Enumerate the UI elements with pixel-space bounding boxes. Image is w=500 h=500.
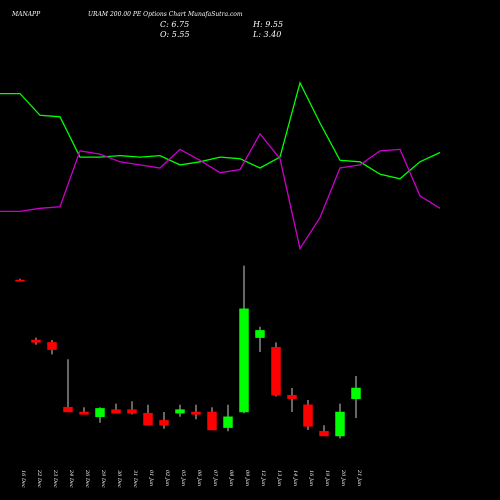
x-tick-label: 16 Jan [308, 470, 314, 486]
x-tick-label: 29 Dec [100, 469, 106, 488]
header-open: O: 5.55 [160, 30, 190, 39]
candle-31-dec [127, 401, 137, 415]
candle-20-jan [335, 403, 345, 439]
candle-body-up [175, 409, 185, 414]
header-close: C: 6.75 [160, 20, 189, 29]
candle-body-up [223, 416, 233, 428]
candle-body-down [159, 420, 169, 426]
header-subtitle: URAM 200.00 PE Options Chart MunafaSutra… [88, 11, 243, 18]
candle-22-dec [31, 337, 41, 345]
candle-16-dec [15, 278, 25, 282]
candle-13-jan [271, 342, 281, 397]
candle-body-up [335, 411, 345, 437]
x-tick-label: 21 Jan [356, 469, 362, 486]
candle-16-jan [303, 400, 313, 430]
candle-body-up [351, 387, 361, 400]
candle-26-dec [79, 407, 89, 415]
candle-09-jan [239, 265, 249, 414]
x-axis-ticks: 16 Dec 22 Dec 23 Dec 24 Dec 26 Dec 29 Dec 30 D… [20, 469, 362, 488]
x-tick-label: 24 Dec [68, 469, 74, 488]
candle-24-dec [63, 359, 73, 413]
candle-12-jan [255, 326, 265, 352]
x-tick-label: 30 Dec [116, 470, 122, 488]
candle-body-down [127, 409, 137, 414]
candle-14-jan [287, 388, 297, 412]
header-symbol: MANAPP [11, 11, 41, 18]
candle-body-down [63, 406, 73, 413]
x-tick-label: 09 Jan [244, 470, 250, 486]
indicator-line-2 [0, 132, 441, 251]
x-tick-label: 16 Dec [20, 470, 26, 488]
candle-19-jan [319, 425, 329, 437]
x-tick-label: 08 Jan [228, 470, 234, 486]
x-tick-label: 22 Dec [36, 469, 42, 488]
candle-body-down [319, 430, 329, 437]
candle-02-jan [159, 412, 169, 429]
indicator-line-1 [0, 80, 441, 180]
candle-body-down [47, 342, 57, 350]
candle-body-down [191, 411, 201, 415]
candle-30-dec [111, 403, 121, 414]
x-tick-label: 07 Jan [212, 470, 218, 486]
x-tick-label: 05 Jan [180, 470, 186, 486]
candle-07-jan [207, 407, 217, 431]
x-tick-label: 14 Jan [292, 470, 298, 486]
header-high: H: 9.55 [252, 20, 283, 29]
candle-body-down [111, 409, 121, 414]
candle-body-down [271, 346, 281, 396]
candle-01-jan [143, 404, 153, 426]
candle-08-jan [223, 404, 233, 432]
indicator-lines [0, 80, 441, 251]
x-tick-label: 13 Jan [276, 470, 282, 486]
candle-body-down [143, 412, 153, 426]
candle-29-dec [95, 407, 105, 423]
candlestick-series [15, 265, 361, 439]
candle-body-down [207, 411, 217, 431]
candle-body-down [303, 404, 313, 427]
candle-05-jan [175, 404, 185, 417]
x-tick-label: 20 Jan [340, 469, 346, 486]
candle-body-up [255, 330, 265, 338]
candle-body-down [31, 339, 41, 343]
x-tick-label: 06 Jan [196, 470, 202, 486]
candle-06-jan [191, 404, 201, 420]
candle-body-down [15, 279, 25, 282]
x-tick-label: 26 Dec [84, 469, 90, 488]
x-tick-label: 01 Jan [148, 470, 154, 486]
candle-body-up [95, 408, 105, 418]
x-tick-label: 12 Jan [260, 470, 266, 486]
x-tick-label: 23 Dec [52, 469, 58, 488]
x-tick-label: 19 Jan [324, 470, 330, 486]
header-low: L: 3.40 [252, 30, 281, 39]
candle-body-down [287, 394, 297, 400]
x-tick-label: 02 Jan [164, 470, 170, 486]
candle-23-dec [47, 340, 57, 355]
x-tick-label: 31 Dec [132, 470, 138, 488]
candle-body-up [239, 308, 249, 413]
candle-21-jan [351, 376, 361, 418]
candle-body-down [79, 411, 89, 415]
